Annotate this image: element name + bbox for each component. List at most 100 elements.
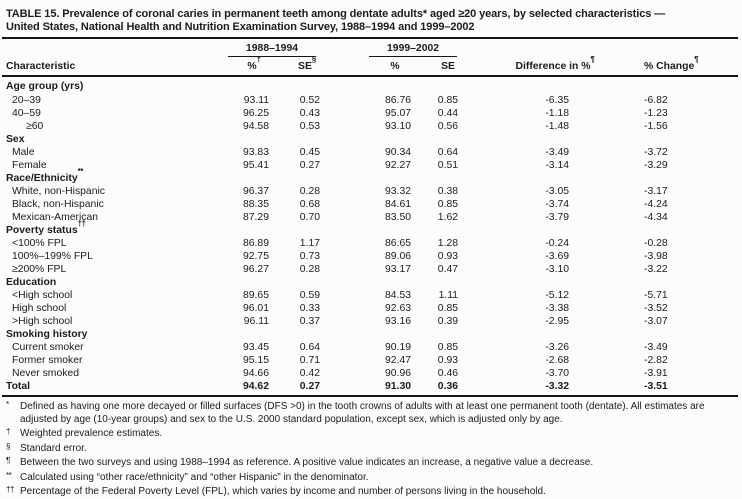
spacer-cell bbox=[325, 380, 360, 393]
value-cell: 0.51 bbox=[437, 160, 459, 171]
value-cell: 0.64 bbox=[299, 342, 321, 353]
value-cell: -3.17 bbox=[644, 186, 668, 197]
footnote-ref: ¶ bbox=[590, 54, 595, 64]
value-cell: 83.50 bbox=[385, 212, 412, 223]
value-cell: 86.76 bbox=[385, 95, 412, 106]
value-cell: 92.47 bbox=[385, 355, 412, 366]
footnote-text: Defined as having one more decayed or fi… bbox=[20, 401, 705, 425]
row-label: Former smoker bbox=[12, 355, 83, 366]
title-divider bbox=[2, 37, 738, 39]
value-cell: 0.36 bbox=[437, 381, 459, 392]
data-row: 100%–199% FPL 92.75 0.73 89.06 0.93 -3.69 -3.9… bbox=[2, 250, 738, 263]
value-cell: -3.32 bbox=[545, 381, 570, 392]
data-row: Never smoked 94.66 0.42 90.96 0.46 -3.70 -3.91 bbox=[2, 367, 738, 380]
value-cell: 0.33 bbox=[299, 303, 321, 314]
value-cell: 0.59 bbox=[299, 290, 321, 301]
col-header-label: Characteristic bbox=[6, 61, 76, 72]
value-cell: 0.73 bbox=[299, 251, 321, 262]
value-cell: -2.82 bbox=[644, 355, 668, 366]
footnote: ¶ Between the two surveys and using 1988–… bbox=[6, 455, 738, 470]
value-cell: 95.41 bbox=[242, 160, 269, 171]
row-label: White, non-Hispanic bbox=[12, 186, 105, 197]
empty-cell bbox=[219, 76, 738, 94]
value-cell: 92.75 bbox=[242, 251, 269, 262]
spacer-cell bbox=[325, 289, 360, 302]
value-cell: -1.56 bbox=[644, 121, 668, 132]
value-cell: -3.07 bbox=[644, 316, 668, 327]
footnote-text: Standard error. bbox=[20, 442, 87, 454]
footnote: ** Calculated using “other race/ethnicity… bbox=[6, 470, 738, 485]
value-cell: 96.27 bbox=[242, 264, 269, 275]
footnote-marker: § bbox=[6, 441, 10, 451]
value-cell: 94.62 bbox=[242, 381, 269, 392]
value-cell: -5.71 bbox=[644, 290, 668, 301]
row-label: Race/Ethnicity bbox=[6, 173, 78, 184]
col-header-label: SE bbox=[441, 61, 455, 72]
row-label: High school bbox=[12, 303, 67, 314]
footnote-ref: †† bbox=[77, 218, 86, 228]
data-row: High school 96.01 0.33 92.63 0.85 -3.38 -3.52 bbox=[2, 302, 738, 315]
row-label: Female bbox=[12, 160, 47, 171]
value-cell: 0.93 bbox=[437, 355, 459, 366]
table-title-line-2: United States, National Health and Nutri… bbox=[6, 21, 475, 33]
value-cell: 86.89 bbox=[242, 238, 269, 249]
section-row: Smoking history bbox=[2, 328, 738, 341]
row-label: Never smoked bbox=[12, 368, 79, 379]
col-header-se-1999: SE bbox=[430, 57, 467, 77]
data-row: Female 95.41 0.27 92.27 0.51 -3.14 -3.29 bbox=[2, 159, 738, 172]
row-label: ≥60 bbox=[26, 121, 44, 132]
data-row: ≥60 94.58 0.53 93.10 0.56 -1.48 -1.56 bbox=[2, 120, 738, 133]
value-cell: -6.35 bbox=[545, 95, 570, 106]
value-cell: -3.51 bbox=[644, 381, 668, 392]
spacer-cell bbox=[325, 185, 360, 198]
row-label: 40–59 bbox=[12, 108, 41, 119]
empty-cell bbox=[219, 276, 738, 289]
col-header-se-1988: SE§ bbox=[289, 55, 326, 77]
row-label: Education bbox=[6, 277, 57, 288]
section-row: Education bbox=[2, 276, 738, 289]
spacer-cell bbox=[325, 159, 360, 172]
footnote-text: Calculated using “other race/ethnicity” … bbox=[20, 471, 369, 483]
footnote-marker: ** bbox=[6, 470, 12, 480]
value-cell: -2.68 bbox=[545, 355, 570, 366]
row-label: >High school bbox=[12, 316, 73, 327]
value-cell: 89.65 bbox=[242, 290, 269, 301]
value-cell: 93.45 bbox=[242, 342, 269, 353]
value-cell: 94.58 bbox=[242, 121, 269, 132]
spacer-cell bbox=[325, 250, 360, 263]
value-cell: 0.43 bbox=[299, 108, 321, 119]
footnote-marker: * bbox=[6, 400, 9, 409]
data-row: Mexican-American 87.29 0.70 83.50 1.62 -3.79 -… bbox=[2, 211, 738, 224]
value-cell: -4.24 bbox=[644, 199, 668, 210]
spacer-cell bbox=[325, 198, 360, 211]
value-cell: -3.26 bbox=[545, 342, 570, 353]
value-cell: -3.74 bbox=[545, 199, 570, 210]
spacer-cell bbox=[325, 302, 360, 315]
data-row: >High school 96.11 0.37 93.16 0.39 -2.95 -3.07 bbox=[2, 315, 738, 328]
table-body: Age group (yrs) 20–39 93.11 0.52 86.76 0.85 -6… bbox=[2, 76, 738, 393]
row-label: <100% FPL bbox=[12, 238, 67, 249]
col-header-label: Difference in % bbox=[515, 61, 591, 72]
empty-cell bbox=[219, 328, 738, 341]
value-cell: 84.53 bbox=[385, 290, 412, 301]
value-cell: -0.24 bbox=[545, 238, 570, 249]
spacer-cell bbox=[325, 367, 360, 380]
table-title: TABLE 15. Prevalence of coronal caries i… bbox=[2, 8, 740, 34]
value-cell: -1.23 bbox=[644, 108, 668, 119]
value-cell: 93.16 bbox=[385, 316, 412, 327]
section-row: Poverty status†† bbox=[2, 219, 738, 237]
value-cell: 93.83 bbox=[242, 147, 269, 158]
value-cell: -6.82 bbox=[644, 95, 668, 106]
spacer-cell bbox=[325, 107, 360, 120]
empty-cell bbox=[2, 39, 219, 57]
value-cell: 93.32 bbox=[385, 186, 412, 197]
value-cell: 0.44 bbox=[437, 108, 459, 119]
value-cell: -3.70 bbox=[545, 368, 570, 379]
footnote: †† Percentage of the Federal Poverty Leve… bbox=[6, 484, 738, 499]
value-cell: 88.35 bbox=[242, 199, 269, 210]
value-cell: 0.85 bbox=[437, 199, 459, 210]
value-cell: -0.28 bbox=[644, 238, 668, 249]
value-cell: 0.47 bbox=[437, 264, 459, 275]
value-cell: 0.27 bbox=[299, 381, 321, 392]
data-row: Former smoker 95.15 0.71 92.47 0.93 -2.68 -2.8… bbox=[2, 354, 738, 367]
